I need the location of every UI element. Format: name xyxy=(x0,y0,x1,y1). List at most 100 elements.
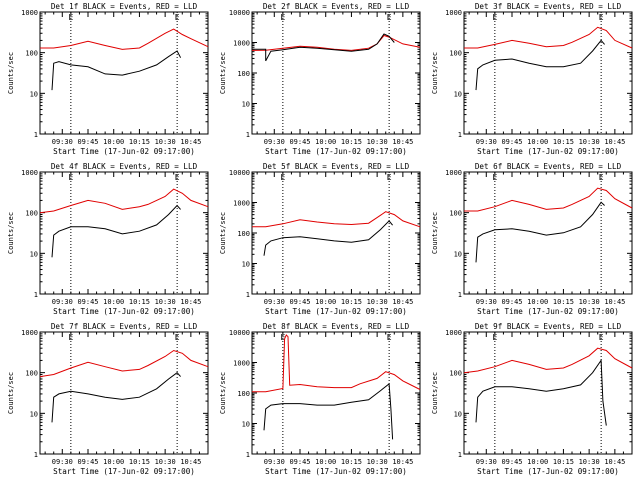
y-tick-label: 100 xyxy=(449,50,462,58)
events-series-line xyxy=(475,201,605,263)
lld-series-line xyxy=(39,188,209,214)
lld-series-line xyxy=(464,26,633,49)
x-tick-label: 10:45 xyxy=(392,298,413,306)
x-tick-label: 10:45 xyxy=(180,298,201,306)
panel-title: Det 5f BLACK = Events, RED = LLD xyxy=(263,162,410,171)
y-axis-label: Counts/sec xyxy=(7,372,15,414)
y-axis-label: Counts/sec xyxy=(431,52,439,94)
chart-panel-6: Det 6f BLACK = Events, RED = LLD Counts/s… xyxy=(431,162,633,316)
plot-frame xyxy=(463,331,633,455)
lld-series-line xyxy=(252,334,421,393)
x-axis-label: Start Time (17-Jun-02 09:17:00) xyxy=(53,467,195,476)
x-tick-label: 09:30 xyxy=(264,298,285,306)
x-tick-label: 09:30 xyxy=(264,458,285,466)
x-tick-label: 09:45 xyxy=(77,138,98,146)
x-tick-label: 10:00 xyxy=(103,298,124,306)
x-tick-label: 10:30 xyxy=(155,138,176,146)
y-tick-label: 100 xyxy=(237,230,250,238)
y-tick-label: 10000 xyxy=(229,9,250,17)
x-tick-label: 09:30 xyxy=(476,138,497,146)
plot-frame xyxy=(39,171,209,295)
x-tick-label: 09:30 xyxy=(52,458,73,466)
y-tick-label: 1 xyxy=(458,131,462,139)
y-tick-label: 1000 xyxy=(445,9,462,17)
event-marker-label: E xyxy=(387,173,392,182)
y-tick-label: 10 xyxy=(30,90,38,98)
x-tick-label: 10:30 xyxy=(367,298,388,306)
x-tick-label: 10:15 xyxy=(341,458,362,466)
chart-panel-8: Det 8f BLACK = Events, RED = LLD Counts/s… xyxy=(219,322,421,476)
y-tick-label: 1 xyxy=(458,291,462,299)
y-tick-label: 1000 xyxy=(21,9,38,17)
x-tick-label: 10:30 xyxy=(155,458,176,466)
x-tick-label: 10:15 xyxy=(341,138,362,146)
plot-frame xyxy=(39,11,209,135)
plot-frame xyxy=(251,11,421,135)
events-series-line xyxy=(51,204,181,258)
x-tick-label: 10:15 xyxy=(553,298,574,306)
x-axis-label: Start Time (17-Jun-02 09:17:00) xyxy=(265,147,407,156)
x-tick-label: 10:00 xyxy=(527,458,548,466)
x-axis-label: Start Time (17-Jun-02 09:17:00) xyxy=(477,307,619,316)
panel-title: Det 4f BLACK = Events, RED = LLD xyxy=(51,162,198,171)
event-marker-label: E xyxy=(387,333,392,342)
y-axis-label: Counts/sec xyxy=(431,372,439,414)
y-tick-label: 1000 xyxy=(233,40,250,48)
x-tick-label: 09:45 xyxy=(289,298,310,306)
y-axis-label: Counts/sec xyxy=(7,212,15,254)
panel-title: Det 6f BLACK = Events, RED = LLD xyxy=(475,162,622,171)
x-tick-label: 10:30 xyxy=(579,458,600,466)
x-tick-label: 10:15 xyxy=(129,298,150,306)
event-marker-label: E xyxy=(599,333,604,342)
chart-panel-2: Det 2f BLACK = Events, RED = LLD Counts/s… xyxy=(219,2,421,156)
chart-panel-9: Det 9f BLACK = Events, RED = LLD Counts/s… xyxy=(431,322,633,476)
x-tick-label: 10:30 xyxy=(579,298,600,306)
lld-series-line xyxy=(39,349,209,378)
y-axis-label: Counts/sec xyxy=(219,212,227,254)
x-tick-label: 09:30 xyxy=(52,298,73,306)
y-tick-label: 10 xyxy=(454,90,462,98)
chart-panel-5: Det 5f BLACK = Events, RED = LLD Counts/s… xyxy=(219,162,421,316)
y-tick-label: 100 xyxy=(237,70,250,78)
plot-frame xyxy=(463,11,633,135)
x-tick-label: 10:45 xyxy=(180,458,201,466)
x-tick-label: 10:15 xyxy=(341,298,362,306)
plot-frame xyxy=(39,331,209,455)
chart-panel-1: Det 1f BLACK = Events, RED = LLD Counts/s… xyxy=(7,2,209,156)
lld-series-line xyxy=(40,28,209,50)
event-marker-label: E xyxy=(387,13,392,22)
x-tick-label: 10:30 xyxy=(367,138,388,146)
y-tick-label: 10 xyxy=(454,410,462,418)
x-tick-label: 10:30 xyxy=(155,298,176,306)
x-tick-label: 09:45 xyxy=(289,138,310,146)
event-marker-label: E xyxy=(599,13,604,22)
y-tick-label: 1 xyxy=(34,131,38,139)
y-tick-label: 100 xyxy=(449,370,462,378)
x-tick-label: 10:00 xyxy=(103,458,124,466)
event-marker-label: E xyxy=(492,333,497,342)
y-tick-label: 10000 xyxy=(229,169,250,177)
panel-title: Det 1f BLACK = Events, RED = LLD xyxy=(51,2,198,11)
event-marker-label: E xyxy=(280,13,285,22)
x-tick-label: 10:00 xyxy=(103,138,124,146)
y-tick-label: 1 xyxy=(458,451,462,459)
lld-series-line xyxy=(252,211,421,228)
y-tick-label: 1000 xyxy=(445,329,462,337)
x-tick-label: 10:15 xyxy=(129,138,150,146)
event-marker-label: E xyxy=(175,333,180,342)
y-tick-label: 1000 xyxy=(21,169,38,177)
x-tick-label: 09:45 xyxy=(289,458,310,466)
x-tick-label: 09:45 xyxy=(501,138,522,146)
x-tick-label: 10:15 xyxy=(553,458,574,466)
y-tick-label: 1000 xyxy=(233,360,250,368)
event-marker-label: E xyxy=(175,13,180,22)
y-tick-label: 10 xyxy=(242,261,250,269)
event-marker-label: E xyxy=(280,333,285,342)
event-marker-label: E xyxy=(68,333,73,342)
panel-title: Det 7f BLACK = Events, RED = LLD xyxy=(51,322,198,331)
panel-title: Det 2f BLACK = Events, RED = LLD xyxy=(263,2,410,11)
y-tick-label: 100 xyxy=(25,50,38,58)
x-tick-label: 10:45 xyxy=(604,138,625,146)
x-tick-label: 10:00 xyxy=(315,458,336,466)
